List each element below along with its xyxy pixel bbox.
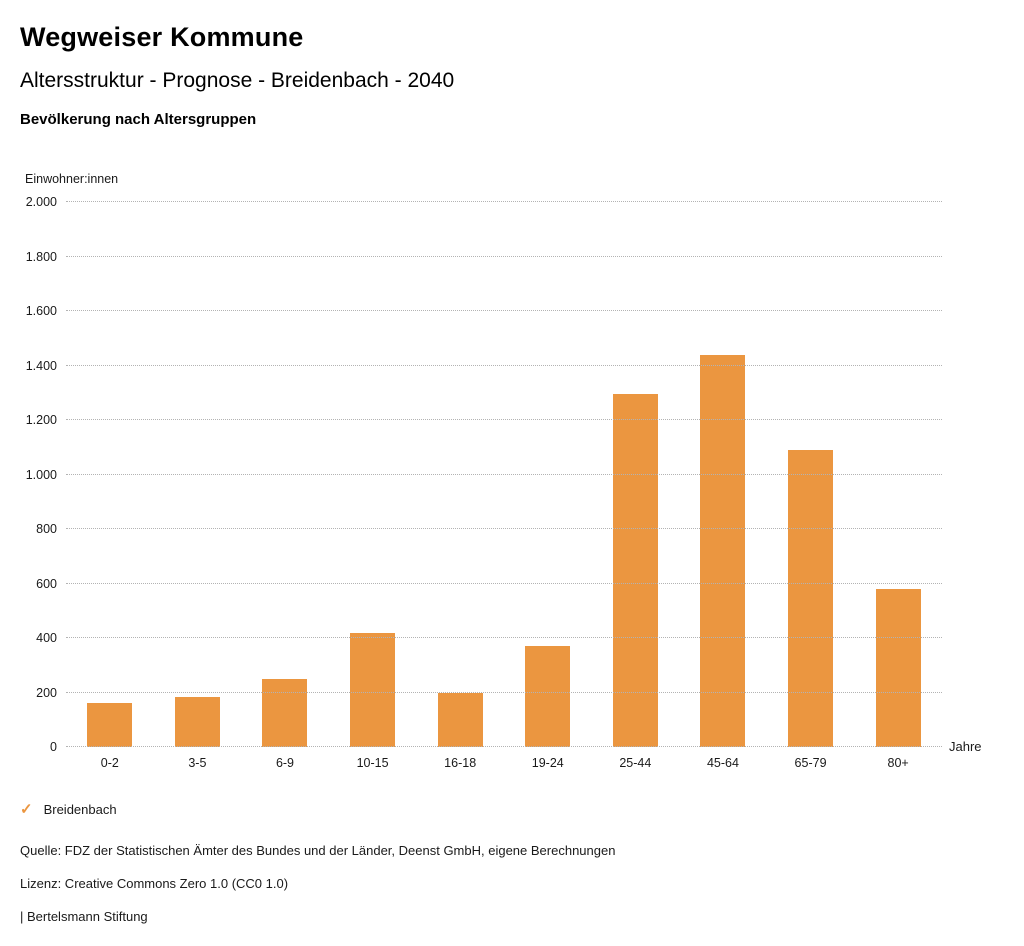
bar-cell (767, 202, 855, 747)
bar-45-64[interactable] (700, 354, 746, 747)
gridline: 200 (36, 686, 942, 700)
legend-item-breidenbach[interactable]: ✓ Breidenbach (20, 802, 1004, 817)
page-title: Wegweiser Kommune (20, 22, 304, 52)
y-tick-label: 0 (50, 740, 57, 754)
attribution-text: | Bertelsmann Stiftung (20, 909, 148, 924)
bars (66, 202, 942, 747)
chart: Jahre 0 200 400 600 800 1.000 1.200 1.400 1.600 1… (20, 195, 1004, 770)
y-tick-label: 600 (36, 576, 57, 591)
bar-cell (679, 202, 767, 747)
y-tick-label: 400 (36, 631, 57, 645)
bar-cell (416, 202, 504, 747)
bar-0-2[interactable] (87, 703, 133, 747)
bar-6-9[interactable] (262, 678, 308, 747)
plot-area: Jahre 0 200 400 600 800 1.000 1.200 1.400 1.600 1… (26, 195, 982, 754)
bar-cell (154, 202, 242, 747)
check-icon: ✓ (20, 801, 33, 818)
page: Wegweiser Kommune Altersstruktur - Progn… (20, 22, 1004, 924)
bar-80+[interactable] (875, 588, 921, 747)
source-text: Quelle: FDZ der Statistischen Ämter des … (20, 843, 616, 858)
x-tick-label: 45-64 (706, 756, 739, 770)
bar-cell (854, 202, 942, 747)
gridline: 1.400 (26, 359, 942, 373)
gridline: 400 (36, 631, 942, 645)
x-labels: 0-2 3-5 6-9 10-15 16-18 19-24 25-44 45-64 65-79 8… (66, 756, 942, 770)
gridline: 1.000 (26, 468, 942, 482)
y-tick-label: 1.600 (25, 304, 57, 318)
bar-3-5[interactable] (174, 696, 220, 747)
bar-19-24[interactable] (525, 646, 571, 747)
x-tick-label: 6-9 (275, 756, 295, 770)
bar-25-44[interactable] (612, 394, 658, 747)
bar-cell (504, 202, 592, 747)
bar-65-79[interactable] (788, 449, 834, 747)
y-tick-label: 1.000 (25, 467, 57, 482)
y-axis-title: Einwohner:innen (25, 172, 119, 186)
bar-cell (592, 202, 680, 747)
x-tick-label: 65-79 (794, 756, 827, 770)
y-tick-label: 200 (36, 685, 57, 700)
gridline: 2.000 (26, 195, 942, 209)
y-tick-label: 2.000 (25, 195, 57, 209)
x-tick-label: 19-24 (531, 756, 564, 770)
x-tick-label: 10-15 (356, 756, 389, 770)
bar-10-15[interactable] (350, 632, 396, 747)
y-tick-label: 1.400 (25, 358, 57, 373)
bar-cell (241, 202, 329, 747)
bar-cell (66, 202, 154, 747)
x-tick-label: 25-44 (619, 756, 652, 770)
gridline: 1.800 (26, 250, 942, 264)
x-tick-label: 0-2 (100, 756, 119, 770)
gridline: 600 (36, 577, 942, 591)
license-text: Lizenz: Creative Commons Zero 1.0 (CC0 1… (20, 876, 289, 891)
x-axis-title: Jahre (949, 739, 982, 754)
x-tick-label: 80+ (887, 756, 909, 770)
page-subtitle: Altersstruktur - Prognose - Breidenbach … (20, 69, 455, 92)
y-tick-label: 1.800 (25, 249, 57, 264)
gridline: 0 (50, 740, 942, 754)
footer: Quelle: FDZ der Statistischen Ämter des … (20, 843, 1004, 924)
gridline: 1.200 (26, 413, 942, 427)
gridline: 1.600 (26, 304, 942, 318)
bar-16-18[interactable] (437, 692, 483, 747)
x-tick-label: 3-5 (188, 756, 207, 770)
legend-label: Breidenbach (43, 802, 117, 817)
y-tick-label: 800 (36, 522, 57, 536)
y-tick-label: 1.200 (25, 413, 57, 427)
gridline: 800 (36, 522, 942, 536)
x-tick-label: 16-18 (444, 756, 477, 770)
chart-title: Bevölkerung nach Altersgruppen (20, 111, 257, 128)
bar-cell (329, 202, 417, 747)
